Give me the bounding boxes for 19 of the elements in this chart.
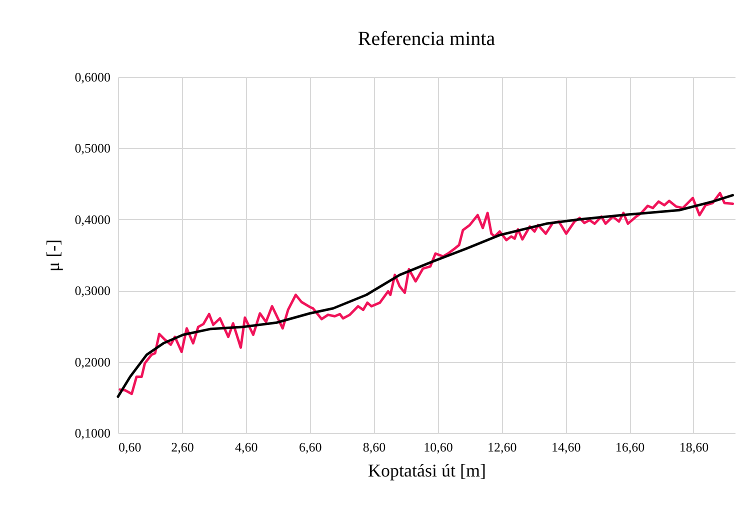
- y-tick-label: 0,6000: [74, 70, 110, 84]
- y-tick-label: 0,4000: [74, 212, 110, 227]
- y-axis-title: μ [-]: [42, 239, 63, 272]
- x-tick-label: 6,60: [298, 440, 322, 454]
- x-tick-label: 0,60: [118, 440, 142, 454]
- x-tick-label: 4,60: [235, 440, 258, 454]
- x-tick-label: 8,60: [362, 440, 386, 454]
- x-tick-label: 14,60: [551, 440, 581, 454]
- x-tick-label: 18,60: [679, 440, 709, 454]
- x-tick-label: 16,60: [615, 440, 645, 454]
- x-tick-label: 12,60: [488, 440, 517, 454]
- y-tick-label: 0,1000: [74, 426, 110, 440]
- x-axis-title: Koptatási út [m]: [368, 460, 486, 480]
- y-tick-label: 0,5000: [74, 140, 110, 156]
- y-tick-label: 0,2000: [74, 354, 110, 370]
- x-tick-label: 10,60: [424, 440, 453, 454]
- x-tick-label: 2,60: [171, 440, 194, 454]
- y-tick-label: 0,3000: [74, 283, 110, 298]
- chart-title: Referencia minta: [358, 28, 496, 50]
